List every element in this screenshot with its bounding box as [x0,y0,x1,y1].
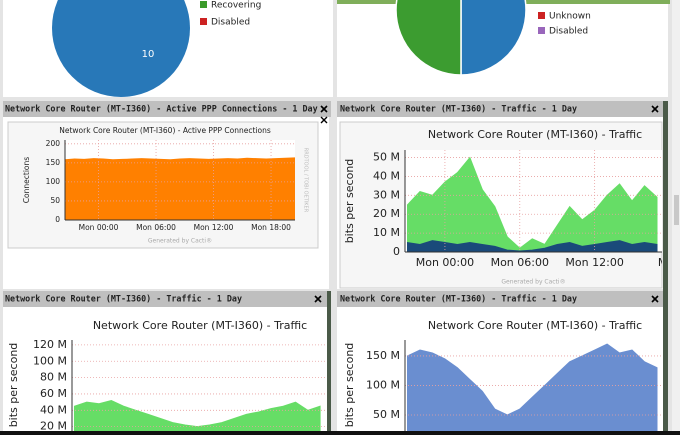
y-tick-label: 0 [393,245,400,258]
close-icon[interactable] [651,295,659,303]
legend-label: Recovering [211,1,261,11]
legend-swatch [200,1,207,8]
y-tick-label: 30 M [373,188,400,201]
y-axis-label: bits per second [343,343,356,428]
series-group [405,150,662,252]
x-tick-label: Mon 00:00 [416,256,474,269]
y-tick-label: 100 [46,177,61,186]
chart-title: Network Core Router (MT-I360) - Traffic [428,128,642,141]
x-tick-label: Mon 12:00 [565,256,623,269]
y-tick-label: 20 M [373,207,400,220]
y-tick-label: 50 M [373,408,400,421]
panel-header [337,101,663,117]
pie-slice [460,0,527,76]
legend-swatch [200,18,207,25]
legend-label: Unknown [549,12,591,22]
x-tick-label: Mon [658,256,680,269]
series-group [72,344,325,435]
close-icon[interactable] [314,295,322,303]
x-tick-label: Mon 00:00 [79,223,119,232]
y-tick-label: 20 M [40,420,67,433]
x-tick-label: Mon 18:00 [251,223,291,232]
panel-title: Network Core Router (MT-I360) - Traffic … [340,104,577,114]
pie-slice [52,0,190,97]
legend-swatch [538,27,545,34]
panel-header [3,291,327,307]
panel-title: Network Core Router (MT-I360) - Traffic … [340,294,577,304]
chart-title: Network Core Router (MT-I360) - Traffic [428,319,642,332]
panel-title: Network Core Router (MT-I360) - Traffic … [5,294,242,304]
pie-value-label: 10 [142,49,155,60]
area-series [406,343,658,435]
y-tick-label: 0 [55,215,60,224]
y-tick-label: 50 M [373,151,400,164]
legend-label: Disabled [549,27,588,37]
pie-slice [395,0,462,76]
x-tick-label: Mon 12:00 [194,223,234,232]
y-tick-label: 60 M [40,387,67,400]
series-group [405,343,662,435]
y-tick-label: 120 M [33,338,67,351]
chart-title: Network Core Router (MT-I360) - Active P… [59,126,271,135]
panel-header [337,291,663,307]
close-icon[interactable] [320,105,328,113]
rrd-watermark: RRDTOOL / TOBI OETIKER [303,148,309,213]
area-series [65,157,295,220]
bottom-edge [0,431,680,435]
y-tick-label: 80 M [40,371,67,384]
x-tick-label: Mon 06:00 [136,223,176,232]
chart-title: Network Core Router (MT-I360) - Traffic [93,319,307,332]
y-tick-label: 10 M [373,226,400,239]
y-axis-label: bits per second [7,343,20,428]
legend-label: Disabled [211,18,250,28]
y-tick-label: 40 M [40,403,67,416]
y-tick-label: 50 [50,196,60,205]
y-tick-label: 200 [46,139,61,148]
close-icon[interactable] [320,116,328,124]
series-group [65,140,295,220]
y-tick-label: 150 M [366,349,400,362]
y-axis-label: Connections [22,157,31,203]
y-axis-label: bits per second [343,159,356,244]
scrollbar-thumb[interactable] [674,195,679,225]
x-tick-label: Mon 06:00 [491,256,549,269]
panel-border [327,291,331,435]
chart-footer: Generated by Cacti® [148,238,212,245]
close-icon[interactable] [651,105,659,113]
y-tick-label: 100 M [366,378,400,391]
chart-footer: Generated by Cacti® [501,279,565,286]
y-tick-label: 100 M [33,354,67,367]
charts: 10 Recovering Disabled Unknown Disabled Netwo… [5,0,680,435]
panel-title: Network Core Router (MT-I360) - Active P… [5,104,318,114]
panel-border [663,101,668,435]
legend-swatch [538,12,545,19]
y-tick-label: 150 [46,158,61,167]
panel-header [3,101,331,117]
y-tick-label: 40 M [373,169,400,182]
